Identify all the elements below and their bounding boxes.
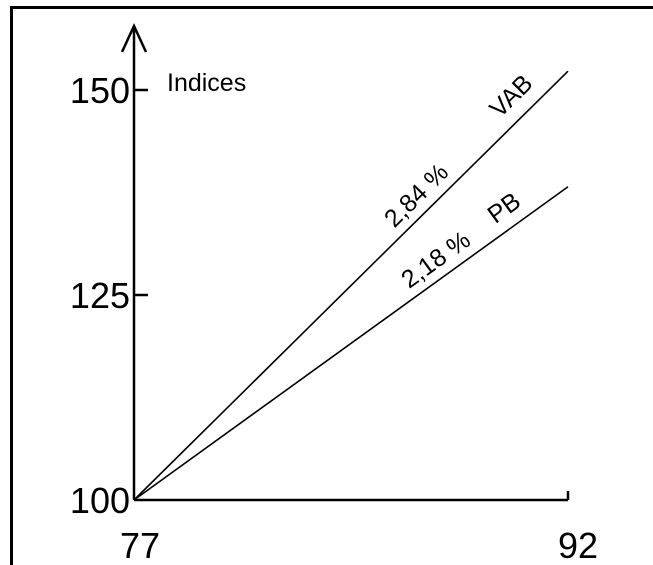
x-tick-label: 92 bbox=[558, 525, 598, 565]
x-axis-tick-labels: 77 92 bbox=[120, 525, 598, 565]
y-tick-label: 150 bbox=[70, 70, 130, 111]
series-line bbox=[133, 70, 569, 501]
y-tick-label: 100 bbox=[70, 480, 130, 521]
y-axis-arrow bbox=[120, 23, 148, 53]
y-axis-ticks: 100 125 150 bbox=[70, 70, 148, 521]
x-tick-label: 77 bbox=[120, 525, 160, 565]
chart-frame bbox=[10, 6, 653, 565]
y-tick-label: 125 bbox=[70, 275, 130, 316]
chart-axes bbox=[120, 23, 570, 502]
y-axis-label: Indices bbox=[167, 69, 246, 97]
growth-rate-label: 2,18 % bbox=[396, 226, 476, 294]
series-line bbox=[133, 186, 569, 501]
series-name-label: VAB bbox=[484, 69, 538, 123]
series-pb: PB2,18 % bbox=[133, 186, 569, 501]
series-name-label: PB bbox=[482, 187, 525, 229]
